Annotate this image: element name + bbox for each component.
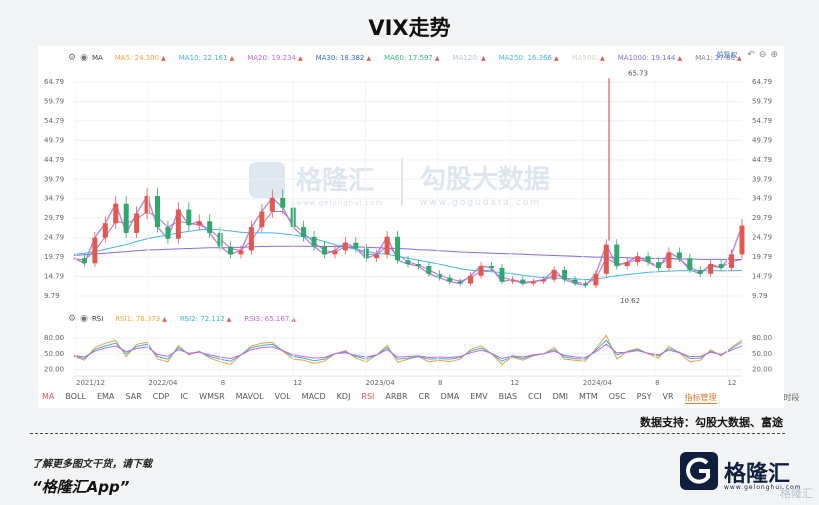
legend-controls: 前复权 ↶ ⊖ ⊕ — [712, 50, 778, 60]
tab-osc[interactable]: OSC — [608, 392, 626, 401]
ma-legend-item[interactable]: MA120: ▲ — [452, 54, 486, 62]
up-arrow-icon: ▲ — [366, 55, 372, 62]
tab-ma[interactable]: MA — [42, 392, 55, 401]
up-arrow-icon: ▲ — [226, 316, 232, 323]
rsi-indicator-name[interactable]: RSI — [91, 315, 104, 323]
tab-emv[interactable]: EMV — [470, 392, 488, 401]
tab-cdp[interactable]: CDP — [152, 392, 170, 401]
tab-bias[interactable]: BIAS — [498, 392, 518, 401]
tab-kdj[interactable]: KDJ — [336, 392, 351, 401]
eye-icon[interactable]: ◉ — [80, 314, 88, 324]
tab-dma[interactable]: DMA — [440, 392, 460, 401]
up-arrow-icon: ▲ — [162, 316, 167, 323]
rsi-legend-item[interactable]: RSI3: 65.167 ▲ — [244, 315, 296, 323]
tab-history[interactable]: 时段 — [783, 393, 800, 402]
up-arrow-icon: ▲ — [298, 55, 303, 62]
promo-line2: “格隆汇App” — [32, 478, 130, 496]
tab-ic[interactable]: IC — [180, 392, 189, 401]
tab-psy[interactable]: PSY — [636, 392, 652, 401]
tab-vol[interactable]: VOL — [274, 392, 291, 401]
tab-boll[interactable]: BOLL — [65, 392, 86, 401]
data-source: 数据支持：勾股大数据、富途 — [640, 416, 783, 429]
tab-cci[interactable]: CCI — [528, 392, 542, 401]
tab-ema[interactable]: EMA — [96, 392, 115, 401]
ma-legend: ⚙ ◉ MA MA5: 24.300 ▲ MA10: 22.161 ▲ MA20: 19… — [68, 50, 784, 66]
ma-legend-item[interactable]: MA60: 17.597 ▲ — [384, 54, 440, 62]
zoom-in-icon[interactable]: ⊕ — [770, 50, 778, 60]
indicator-tabs: MA BOLL EMA SAR CDP IC WMSR MAVOL VOL MACD KDJ RSI A… — [42, 392, 811, 404]
tab-cr[interactable]: CR — [418, 392, 430, 401]
rsi-legend: ⚙ ◉ RSI RSI1: 76.373 ▲ RSI2: 72.112 ▲ RSI3: … — [68, 311, 784, 327]
tab-vr[interactable]: VR — [662, 392, 674, 401]
tab-arbr[interactable]: ARBR — [385, 392, 408, 401]
up-arrow-icon: ▲ — [161, 55, 166, 62]
tab-wmsr[interactable]: WMSR — [199, 392, 225, 401]
chart-panel — [38, 46, 784, 408]
ma-legend-item[interactable]: MA1: 27.86 ▲ — [695, 54, 742, 62]
rsi-items: RSI1: 76.373 ▲ RSI2: 72.112 ▲ RSI3: 65.167 ▲ — [115, 315, 309, 323]
indicator-name[interactable]: MA — [91, 54, 103, 62]
tab-dmi[interactable]: DMI — [552, 392, 568, 401]
up-arrow-icon: ▲ — [481, 55, 486, 62]
zoom-out-icon[interactable]: ⊖ — [758, 50, 767, 60]
tab-sar[interactable]: SAR — [125, 392, 142, 401]
ma-legend-item[interactable]: MA5: 24.300 ▲ — [114, 54, 166, 62]
tab-indicator-manage[interactable]: 指标管理 — [684, 393, 717, 404]
divider — [30, 433, 785, 434]
ma-legend-item[interactable]: MA30: 18.382 ▲ — [315, 54, 372, 62]
tab-mavol[interactable]: MAVOL — [235, 392, 264, 401]
gear-icon[interactable]: ⚙ — [68, 53, 77, 63]
logo-name: 格隆汇 — [724, 462, 791, 487]
promo-line1: 了解更多图文干货，请下载 — [32, 459, 152, 470]
up-arrow-icon: ▲ — [677, 55, 683, 62]
up-arrow-icon: ▲ — [434, 55, 440, 62]
rsi-legend-item[interactable]: RSI2: 72.112 ▲ — [179, 315, 232, 323]
up-arrow-icon: ▲ — [291, 316, 296, 323]
up-arrow-icon: ▲ — [553, 55, 559, 62]
ma-legend-item[interactable]: MA500: ▲ — [571, 54, 605, 62]
eye-icon[interactable]: ◉ — [80, 53, 88, 63]
up-arrow-icon: ▲ — [229, 55, 235, 62]
undo-icon[interactable]: ↶ — [747, 50, 755, 60]
ma-legend-item[interactable]: MA1000: 19.144 ▲ — [617, 54, 683, 62]
brand-logo: 格隆汇 www.gelonghui.com — [680, 452, 810, 498]
chart-title: VIX走势 — [368, 16, 451, 40]
rsi-legend-item[interactable]: RSI1: 76.373 ▲ — [115, 315, 167, 323]
logo-mark-icon — [680, 452, 718, 490]
up-arrow-icon: ▲ — [600, 55, 605, 62]
gear-icon[interactable]: ⚙ — [68, 314, 77, 324]
tab-mtm[interactable]: MTM — [579, 392, 598, 401]
ma-items: MA5: 24.300 ▲ MA10: 22.161 ▲ MA20: 19.234 ▲ MA… — [115, 54, 755, 62]
ma-legend-item[interactable]: MA20: 19.234 ▲ — [247, 54, 303, 62]
logo-url: www.gelonghui.com — [724, 484, 802, 491]
tab-macd[interactable]: MACD — [301, 392, 326, 401]
ma-legend-item[interactable]: MA250: 16.366 ▲ — [498, 54, 559, 62]
up-arrow-icon: ▲ — [737, 55, 742, 62]
ma-legend-item[interactable]: MA10: 22.161 ▲ — [178, 54, 235, 62]
adjust-toggle[interactable]: 前复权 — [716, 51, 738, 59]
tab-rsi[interactable]: RSI — [361, 392, 375, 401]
